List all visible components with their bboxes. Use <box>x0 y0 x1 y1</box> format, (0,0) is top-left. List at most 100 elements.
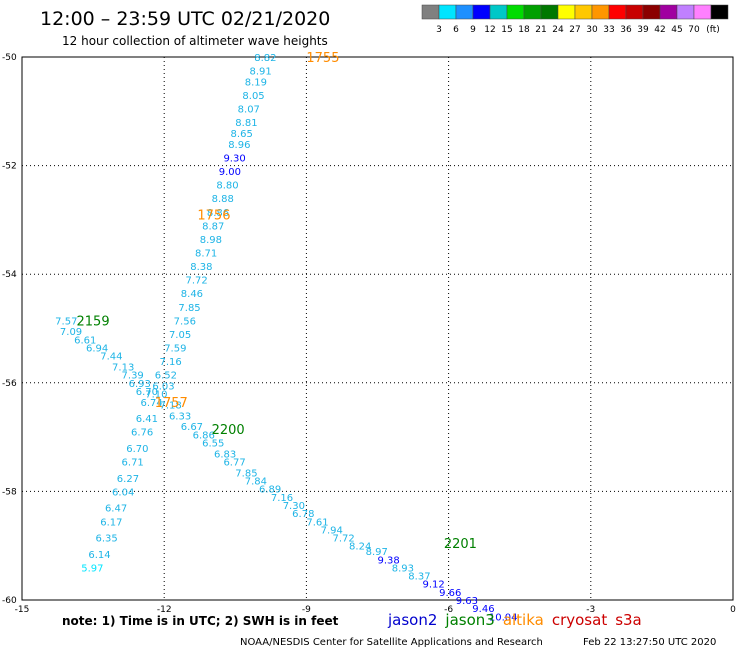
satellite-legend-item: altika <box>503 611 544 629</box>
wave-height-label: 7.72 <box>332 534 354 545</box>
wave-height-label: 6.67 <box>181 422 203 433</box>
wave-height-label: 7.05 <box>169 330 191 341</box>
x-tick-label: -12 <box>157 605 172 615</box>
track-time-label: 2201 <box>444 537 477 552</box>
wave-height-label: 6.47 <box>105 504 127 515</box>
track-time-labels: 1755 1756 1757 2159 2200 2201 <box>77 51 477 552</box>
wave-height-label: 7.13 <box>112 363 134 374</box>
wave-height-label: 8.46 <box>181 289 203 300</box>
wave-height-label: 7.85 <box>178 303 200 314</box>
wave-height-label: 6.76 <box>131 428 153 439</box>
wave-height-label: 8.81 <box>235 118 257 129</box>
x-tick-label: -6 <box>444 605 453 615</box>
wave-height-label: 7.44 <box>100 352 122 363</box>
wave-height-label: 7.16 <box>159 357 181 368</box>
colorbar-label: 9 <box>470 25 476 35</box>
colorbar-swatch <box>608 4 627 20</box>
colorbar-label: 70 <box>688 25 700 35</box>
y-tick-label: -52 <box>2 162 17 172</box>
track-time-label: 1755 <box>306 51 339 66</box>
colorbar-swatch <box>591 4 610 20</box>
colorbar-swatch <box>659 4 678 20</box>
wave-height-label: 7.57 <box>55 316 77 327</box>
wave-height-label: 5.97 <box>81 563 103 574</box>
wave-height-label: 6.35 <box>95 534 117 545</box>
wave-height-label: 6.86 <box>193 430 215 441</box>
wave-height-label: 7.84 <box>245 477 267 488</box>
wave-height-label: 7.10 <box>145 390 167 401</box>
wave-height-label: 8.65 <box>231 129 253 140</box>
wave-height-label: 6.83 <box>214 449 236 460</box>
footer-timestamp: Feb 22 13:27:50 UTC 2020 <box>583 637 716 648</box>
plot-frame <box>21 56 734 601</box>
x-tick-label: -15 <box>15 605 30 615</box>
colorbar-swatch <box>574 4 593 20</box>
wave-height-label: 6.94 <box>86 344 108 355</box>
x-tick-label: -9 <box>302 605 311 615</box>
x-tick-label: 0 <box>730 605 736 615</box>
satellite-legend-item: s3a <box>615 611 642 629</box>
wave-height-label: 9.12 <box>423 580 445 591</box>
colorbar-swatch <box>642 4 661 20</box>
wave-height-label: 7.56 <box>174 316 196 327</box>
satellite-legend-item: jason3 <box>444 611 494 629</box>
wave-height-label: 8.24 <box>349 542 371 553</box>
y-tick-label: -56 <box>2 379 17 389</box>
wave-height-label: 7.59 <box>164 344 186 355</box>
wave-height-label: 6.52 <box>155 371 177 382</box>
colorbar-label: 33 <box>603 25 614 35</box>
colorbar-swatch <box>523 4 542 20</box>
colorbar-swatch <box>438 4 457 20</box>
wave-height-label: 8.71 <box>195 248 217 259</box>
chart-subtitle: 12 hour collection of altimeter wave hei… <box>62 34 328 48</box>
track-time-label: 2159 <box>77 314 110 329</box>
colorbar-swatch <box>506 4 525 20</box>
footer-credit: NOAA/NESDIS Center for Satellite Applica… <box>240 637 543 648</box>
wave-height-label: 8.05 <box>242 91 264 102</box>
wave-height-label: 8.96 <box>228 140 250 151</box>
wave-height-label: 6.55 <box>202 439 224 450</box>
wave-height-label: 8.80 <box>216 181 238 192</box>
wave-height-label: 6.70 <box>126 444 148 455</box>
colorbar-swatch <box>693 4 712 20</box>
axis-ticks: -15 -12 -9 -6 -3 0 -50 -52 -54 -56 -58 -60 <box>2 53 736 615</box>
colorbar-swatch <box>625 4 644 20</box>
colorbar-label: (ft) <box>706 25 720 35</box>
footer-note: note: 1) Time is in UTC; 2) SWH is in fe… <box>62 614 339 628</box>
colorbar-swatch <box>489 4 508 20</box>
wave-height-label: 8.88 <box>212 194 234 205</box>
colorbar-swatch <box>472 4 491 20</box>
satellite-legend-item: cryosat <box>552 611 607 629</box>
wave-height-label: 7.16 <box>271 493 293 504</box>
wave-height-label: 6.04 <box>112 487 134 498</box>
wave-height-label: 8.19 <box>245 77 267 88</box>
wave-height-label: 6.89 <box>259 485 281 496</box>
colorbar-label: 27 <box>569 25 580 35</box>
wave-height-label: 6.41 <box>136 414 158 425</box>
colorbar-swatch <box>455 4 474 20</box>
wave-height-label: 9.63 <box>456 596 478 607</box>
wave-height-label: 8.38 <box>190 262 212 273</box>
data-points: 8.82 8.918.19 8.05 8.07 8.818.658.96 9.30 9.00… <box>55 53 517 623</box>
colorbar-swatch <box>540 4 559 20</box>
wave-height-label: 7.72 <box>186 276 208 287</box>
wave-height-label: 6.71 <box>122 458 144 469</box>
colorbar-label: 24 <box>552 25 564 35</box>
wave-height-label: 6.74 <box>141 398 163 409</box>
wave-height-label: 8.97 <box>366 547 388 558</box>
plot-grid <box>22 57 733 600</box>
wave-height-label: 9.46 <box>472 604 494 615</box>
wave-height-label: 6.78 <box>292 509 314 520</box>
colorbar-swatch <box>421 4 440 20</box>
wave-height-label: 8.86 <box>207 208 229 219</box>
wave-height-label: 8.07 <box>238 105 260 116</box>
wave-height-label: 9.38 <box>378 555 400 566</box>
track-time-label: 2200 <box>212 423 245 438</box>
wave-height-label: 9.00 <box>219 167 241 178</box>
wave-height-label: 6.33 <box>169 411 191 422</box>
wave-height-label: 6.70 <box>136 387 158 398</box>
colorbar-label: 39 <box>637 25 649 35</box>
wave-height-label: 8.91 <box>250 67 272 78</box>
wave-height-label: 8.82 <box>254 53 276 64</box>
